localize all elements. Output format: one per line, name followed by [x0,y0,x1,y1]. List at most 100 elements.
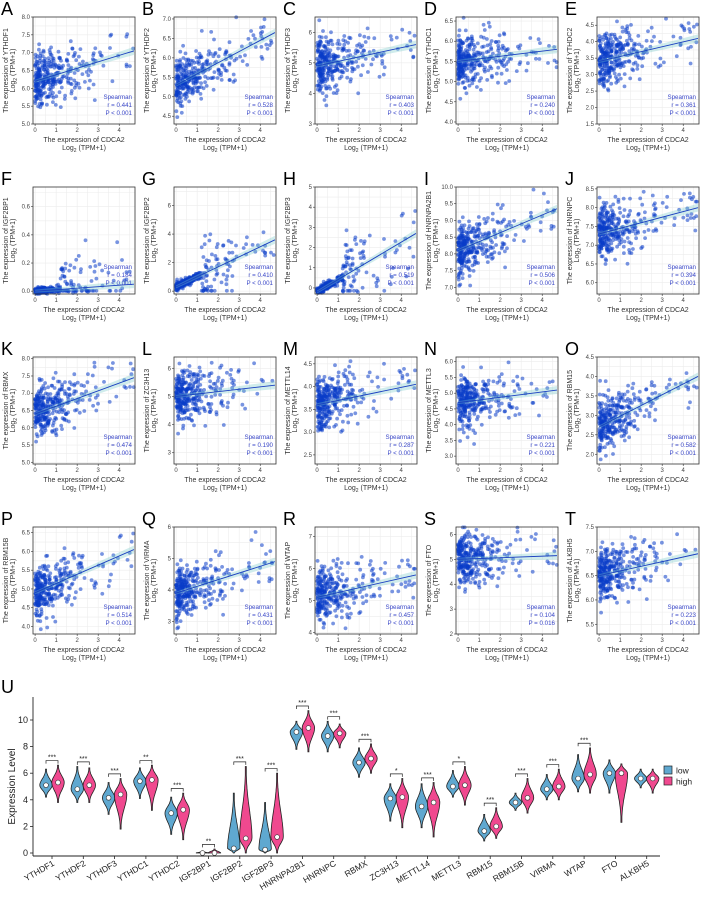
data-point [49,383,54,388]
data-point [665,194,670,199]
x-tick-label: 0 [33,298,37,304]
data-point [413,209,418,213]
data-point [477,227,481,232]
y-axis-unit: Log2 (TPM+1) [574,49,583,93]
data-point [597,195,602,200]
data-point [213,52,217,56]
y-tick-label: 7.0 [22,391,31,397]
panel-letter: C [283,0,296,19]
data-point [382,237,386,241]
data-point [108,46,112,50]
data-point [182,410,187,414]
data-point [325,86,329,91]
data-point [44,415,49,419]
data-point [45,102,49,107]
data-point [338,69,343,74]
data-point [350,261,355,266]
data-point [374,284,379,289]
data-point [315,56,320,61]
data-point [263,251,268,255]
data-point [482,28,487,32]
data-point [255,391,260,396]
data-point [490,256,494,261]
data-point [72,53,77,57]
data-point [495,202,500,207]
data-point [215,271,220,276]
y-title-prefix: The expression of [3,392,10,450]
data-points [315,18,417,108]
y-title-prefix: The expression of [285,55,292,112]
data-point [457,28,462,33]
data-point [40,101,44,106]
data-point [343,368,348,373]
data-point [490,211,495,216]
data-point [82,409,87,413]
spearman-label: Spearman [103,434,132,441]
data-point [193,75,198,79]
y-tick-label: 6.0 [22,86,31,92]
data-point [650,193,655,198]
data-point [221,243,226,248]
data-point [487,24,492,29]
data-point [617,72,621,77]
data-point [200,66,205,71]
data-point [486,68,491,73]
data-point [261,230,266,235]
data-point [189,87,194,92]
data-point [605,79,609,84]
data-point [50,76,55,81]
data-point [187,99,192,104]
log-suffix: (TPM+1) [10,219,17,248]
data-point [331,52,336,57]
data-point [628,76,633,81]
y-title-prefix: The expression of [144,55,151,112]
data-point [36,391,40,396]
y-axis-title: The expression of HNRNPC [567,197,574,285]
data-point [216,54,221,59]
x-axis-unit: Log2 (TPM+1) [203,485,247,494]
data-point [602,226,606,231]
data-point [201,405,206,410]
data-point [344,228,349,233]
y-tick-label: 6.5 [445,19,454,25]
data-point [693,228,698,233]
data-point [625,261,630,266]
data-point [42,386,47,391]
y-axis-unit: Log2 (TPM+1) [151,219,160,263]
data-point [208,384,212,389]
data-point [610,232,615,237]
data-point [320,418,325,423]
data-point [326,42,331,47]
data-point [328,86,333,91]
data-point [538,41,542,45]
data-point [265,46,270,51]
data-point [51,58,56,63]
data-point [408,39,413,43]
data-point [633,60,638,65]
data-point [51,85,55,89]
data-point [366,35,371,40]
data-point [97,262,102,267]
data-point [369,62,374,67]
data-point [35,434,40,439]
data-point [632,43,636,48]
data-point [234,243,238,248]
data-point [359,400,364,405]
y-tick-label: 6 [168,204,172,210]
data-point [216,68,221,73]
data-point [50,93,54,98]
data-point [41,91,46,96]
data-point [476,215,481,219]
data-point [688,61,693,66]
data-point [181,56,186,60]
spearman-label: Spearman [244,94,273,101]
data-point [605,62,610,67]
data-point [348,283,353,288]
data-point [240,402,245,407]
data-point [349,412,354,417]
x-axis-title: The expression of CDCA2 [607,307,688,314]
data-point [39,423,44,427]
data-point [681,215,686,220]
data-point [259,25,263,30]
